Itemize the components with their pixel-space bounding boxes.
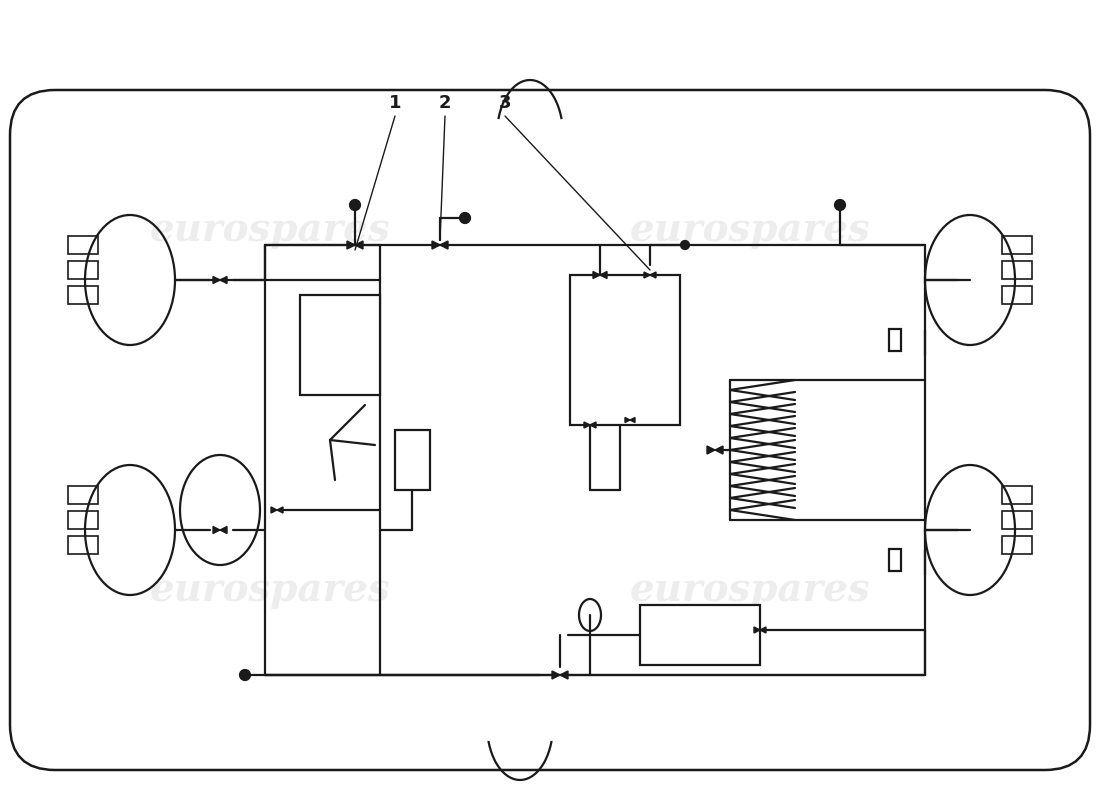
Bar: [68, 236, 98, 254]
Text: eurospares: eurospares: [629, 571, 870, 609]
Text: eurospares: eurospares: [150, 571, 390, 609]
Polygon shape: [355, 241, 363, 249]
Polygon shape: [760, 627, 766, 633]
Polygon shape: [220, 277, 227, 283]
Polygon shape: [213, 277, 220, 283]
Text: 2: 2: [439, 94, 451, 112]
Bar: [68, 536, 98, 554]
Bar: [640, 605, 760, 665]
Bar: [1002, 511, 1032, 529]
Polygon shape: [277, 507, 283, 513]
Text: eurospares: eurospares: [150, 211, 390, 249]
Polygon shape: [707, 446, 715, 454]
Polygon shape: [625, 418, 630, 422]
Bar: [1002, 261, 1032, 279]
Polygon shape: [552, 671, 560, 679]
Polygon shape: [644, 272, 650, 278]
Bar: [1002, 286, 1032, 304]
Bar: [68, 486, 98, 504]
Bar: [570, 275, 680, 425]
Polygon shape: [220, 526, 227, 534]
Bar: [1002, 536, 1032, 554]
Bar: [1002, 236, 1032, 254]
Bar: [1002, 486, 1032, 504]
Bar: [68, 511, 98, 529]
Polygon shape: [630, 418, 635, 422]
Bar: [889, 329, 901, 351]
Polygon shape: [590, 422, 596, 428]
Polygon shape: [271, 507, 277, 513]
Polygon shape: [440, 241, 448, 249]
Circle shape: [240, 670, 250, 680]
Polygon shape: [593, 271, 600, 278]
Bar: [300, 295, 379, 395]
Text: eurospares: eurospares: [629, 211, 870, 249]
Polygon shape: [213, 526, 220, 534]
Polygon shape: [346, 241, 355, 249]
Polygon shape: [715, 446, 723, 454]
Bar: [68, 286, 98, 304]
Text: 3: 3: [498, 94, 512, 112]
Polygon shape: [432, 241, 440, 249]
Circle shape: [350, 200, 360, 210]
Bar: [889, 549, 901, 571]
Circle shape: [835, 200, 845, 210]
Bar: [68, 261, 98, 279]
Polygon shape: [560, 671, 568, 679]
Polygon shape: [584, 422, 590, 428]
Polygon shape: [600, 271, 607, 278]
Bar: [395, 430, 430, 490]
Text: 1: 1: [388, 94, 401, 112]
Circle shape: [681, 241, 689, 249]
Circle shape: [460, 213, 470, 223]
Polygon shape: [754, 627, 760, 633]
Polygon shape: [650, 272, 656, 278]
